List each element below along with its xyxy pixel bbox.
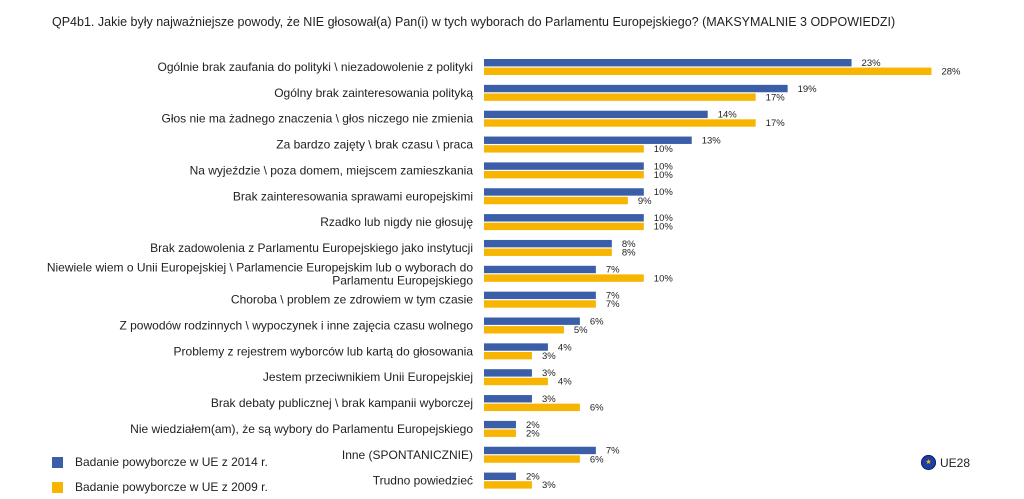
bar-2014 (484, 162, 644, 170)
category-label: Ogólny brak zainteresowania polityką (274, 86, 473, 100)
bar-2014 (484, 84, 788, 93)
bar-2009 (484, 455, 580, 463)
category-label: Brak zainteresowania sprawami europejski… (233, 189, 473, 203)
bar-2014 (484, 420, 516, 429)
data-label: 9% (638, 196, 652, 207)
legend-swatch-2009 (52, 481, 63, 493)
bar-2014 (484, 136, 692, 144)
legend-swatch-2014 (52, 456, 63, 468)
bar-2009 (484, 481, 532, 489)
data-label: 10% (654, 161, 674, 172)
bar-2014 (484, 291, 596, 300)
data-label: 7% (606, 291, 620, 302)
bar-2009 (484, 171, 644, 179)
category-label: Jestem przeciwnikiem Unii Europejskiej (263, 370, 473, 384)
data-label: 2% (526, 428, 540, 439)
data-label: 10% (654, 170, 674, 181)
data-label: 2% (526, 472, 540, 483)
bar-2009 (484, 300, 596, 308)
chart-title: QP4b1. Jakie były najważniejsze powody, … (52, 15, 896, 29)
data-label: 6% (590, 316, 604, 327)
data-label: 7% (606, 299, 620, 310)
bar-2014 (484, 317, 580, 325)
data-label: 10% (654, 213, 674, 224)
category-label: Trudno powiedzieć (373, 474, 473, 488)
data-label: 2% (526, 420, 540, 431)
bar-2009 (484, 248, 612, 256)
category-label: Inne (SPONTANICZNIE) (342, 448, 473, 462)
data-label: 17% (766, 118, 786, 129)
data-label: 6% (590, 454, 604, 465)
category-label: Na wyjeździe \ poza domem, miejscem zami… (190, 163, 474, 177)
region-indicator: ★ UE28 (921, 455, 970, 470)
data-label: 6% (590, 403, 604, 414)
category-label: Problemy z rejestrem wyborców lub kartą … (174, 344, 474, 358)
data-label: 3% (542, 394, 556, 405)
data-label: 10% (654, 144, 674, 155)
category-label: Brak zadowolenia z Parlamentu Europejski… (150, 241, 473, 255)
bar-2014 (484, 369, 532, 377)
category-label: Parlamentu Europejskiego (332, 273, 473, 287)
bar-2009 (484, 403, 580, 412)
category-label: Choroba \ problem ze zdrowiem w tym czas… (231, 293, 473, 307)
data-label: 10% (654, 187, 674, 198)
data-label: 28% (941, 67, 961, 78)
bar-2009 (484, 119, 756, 127)
eu-flag-icon: ★ (921, 455, 936, 470)
category-label: Z powodów rodzinnych \ wypoczynek i inne… (119, 319, 473, 333)
category-label: Rzadko lub nigdy nie głosuję (320, 215, 473, 229)
bar-2009 (484, 67, 932, 75)
data-label: 7% (606, 446, 620, 457)
bar-2014 (484, 343, 548, 351)
category-label: Brak debaty publicznej \ brak kampanii w… (211, 396, 473, 410)
data-label: 5% (574, 325, 588, 336)
bar-2009 (484, 326, 564, 334)
data-label: 14% (718, 110, 738, 121)
legend-item-2014: Badanie powyborcze w UE z 2014 r. (52, 455, 268, 469)
bar-2009 (484, 429, 516, 437)
data-label: 4% (558, 377, 572, 388)
data-label: 17% (766, 92, 786, 103)
data-label: 3% (542, 480, 556, 491)
bar-2014 (484, 214, 644, 222)
bar-2014 (484, 239, 612, 248)
category-label: Nie wiedziałem(am), że są wybory do Parl… (130, 422, 473, 436)
data-label: 7% (606, 265, 620, 276)
bar-2009 (484, 351, 532, 360)
data-label: 13% (702, 135, 722, 146)
bar-2009 (484, 274, 644, 282)
bar-2009 (484, 377, 548, 386)
category-label: Za bardzo zajęty \ brak czasu \ praca (276, 138, 473, 152)
data-label: 8% (622, 239, 636, 250)
data-label: 3% (542, 351, 556, 362)
legend-label-2009: Badanie powyborcze w UE z 2009 r. (75, 480, 268, 494)
data-label: 10% (654, 273, 674, 284)
data-label: 3% (542, 368, 556, 379)
legend-label-2014: Badanie powyborcze w UE z 2014 r. (75, 455, 268, 469)
bar-2014 (484, 395, 532, 403)
data-label: 23% (862, 58, 882, 69)
legend-item-2009: Badanie powyborcze w UE z 2009 r. (52, 480, 268, 494)
bar-2014 (484, 472, 516, 480)
bar-2014 (484, 110, 708, 119)
bar-2014 (484, 188, 644, 196)
bar-2014 (484, 446, 596, 455)
region-label: UE28 (940, 455, 971, 470)
bar-2014 (484, 265, 596, 274)
category-label: Ogólnie brak zaufania do polityki \ niez… (157, 60, 473, 74)
data-label: 4% (558, 342, 572, 353)
bar-2009 (484, 222, 644, 231)
bar-2009 (484, 196, 628, 205)
data-label: 19% (798, 84, 818, 95)
bar-2009 (484, 93, 756, 101)
data-label: 8% (622, 247, 636, 258)
data-label: 10% (654, 222, 674, 233)
category-label: Niewiele wiem o Unii Europejskiej \ Parl… (47, 260, 474, 274)
bar-2009 (484, 145, 644, 153)
category-label: Głos nie ma żadnego znaczenia \ głos nic… (161, 112, 473, 126)
bar-2014 (484, 59, 852, 67)
